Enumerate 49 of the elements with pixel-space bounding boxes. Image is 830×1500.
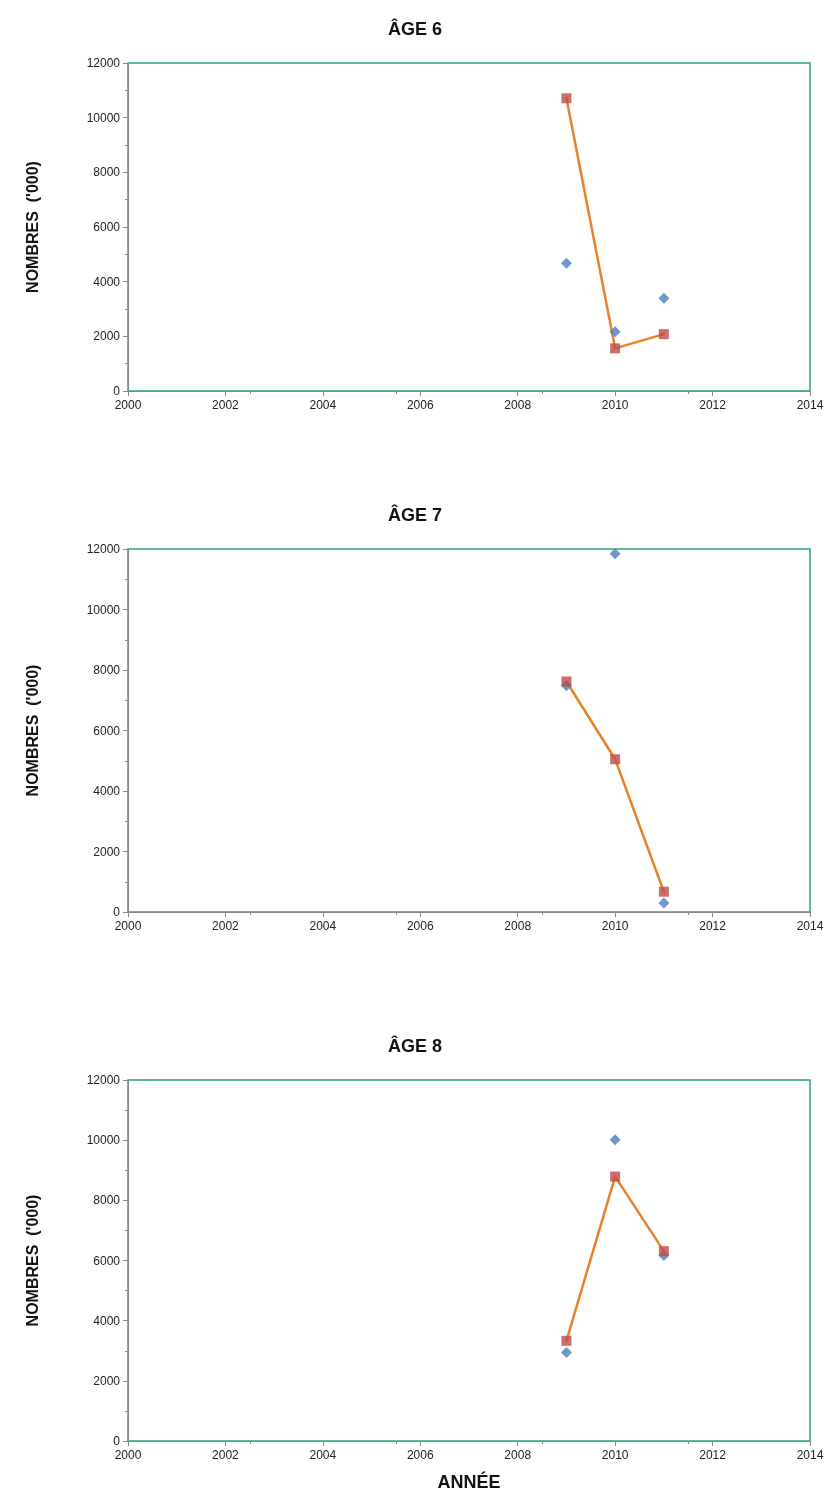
- y-tick-label: 12000: [86, 56, 121, 70]
- x-tick-label: 2010: [601, 1448, 629, 1462]
- x-tick-label: 2012: [699, 398, 727, 412]
- y-tick-label: 4000: [93, 1313, 121, 1328]
- y-tick-label: 0: [113, 384, 121, 398]
- y-tick-label: 6000: [93, 1253, 121, 1268]
- y-tick-label: 2000: [93, 844, 121, 859]
- y-tick-label: 10000: [86, 110, 121, 125]
- y-tick-label: 6000: [93, 220, 121, 234]
- x-tick-label: 2002: [212, 398, 240, 412]
- x-tick-label: 2014: [796, 398, 824, 412]
- x-tick-label: 2012: [699, 1448, 727, 1462]
- y-tick-label: 8000: [93, 165, 121, 180]
- x-tick-label: 2006: [406, 1448, 434, 1462]
- x-tick-label: 2010: [601, 398, 629, 412]
- x-tick-label: 2014: [796, 1448, 824, 1462]
- y-tick-label: 10000: [86, 602, 121, 617]
- y-tick-label: 4000: [93, 274, 121, 289]
- y-axis-title: NOMBRES ('000): [23, 664, 41, 797]
- x-tick-label: 2004: [309, 398, 337, 412]
- chart-title: ÂGE 6: [387, 18, 443, 39]
- x-tick-label: 2002: [212, 1448, 240, 1462]
- y-tick-label: 6000: [93, 723, 121, 738]
- x-tick-label: 2004: [309, 919, 337, 933]
- x-tick-label: 2008: [504, 1448, 532, 1462]
- y-tick-label: 12000: [86, 542, 121, 556]
- y-tick-label: 8000: [93, 1193, 121, 1208]
- x-tick-label: 2006: [406, 398, 434, 412]
- chart-title: ÂGE 8: [387, 1035, 443, 1056]
- x-tick-label: 2010: [601, 919, 629, 933]
- x-tick-label: 2006: [406, 919, 434, 933]
- chart-title: ÂGE 7: [387, 504, 443, 525]
- y-tick-label: 2000: [93, 329, 121, 344]
- y-tick-label: 8000: [93, 663, 121, 677]
- y-tick-label: 4000: [93, 784, 121, 798]
- y-tick-label: 2000: [93, 1373, 121, 1388]
- x-tick-label: 2008: [504, 398, 532, 412]
- x-tick-label: 2002: [212, 919, 240, 933]
- x-tick-label: 2014: [796, 919, 824, 933]
- y-tick-label: 10000: [86, 1133, 121, 1148]
- y-axis-title: NOMBRES ('000): [23, 161, 41, 293]
- y-axis-title: NOMBRES ('000): [23, 1194, 41, 1327]
- x-tick-label: 2004: [309, 1448, 337, 1462]
- x-tick-label: 2008: [504, 919, 532, 933]
- x-tick-label: 2012: [699, 919, 727, 933]
- x-axis-title: ANNÉE: [437, 1471, 501, 1492]
- y-tick-label: 12000: [86, 1073, 121, 1087]
- y-tick-label: 0: [113, 905, 121, 919]
- y-tick-label: 0: [113, 1434, 121, 1448]
